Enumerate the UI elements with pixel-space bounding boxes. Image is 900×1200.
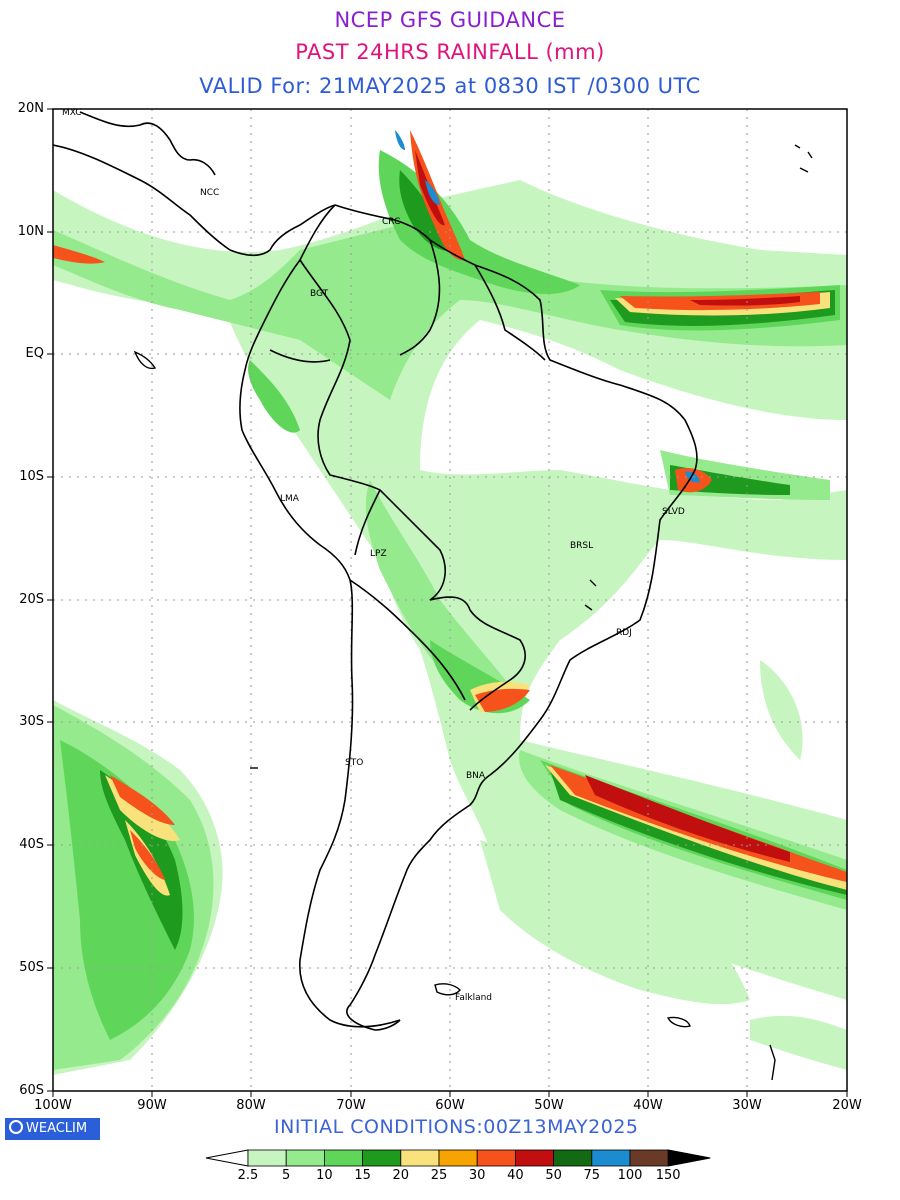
copyright-circle-icon [9, 1120, 23, 1134]
legend-label: 10 [316, 1168, 333, 1183]
lat-label-20n: 20N [17, 101, 44, 116]
legend-cell [553, 1149, 593, 1167]
legend-cell [438, 1149, 478, 1167]
city-label: BNA [466, 771, 486, 781]
coastlines [53, 111, 698, 1031]
legend-cell [476, 1149, 516, 1167]
lat-label-40s: 40S [19, 837, 44, 852]
city-label: RDJ [616, 628, 632, 638]
lat-label-50s: 50S [19, 960, 44, 975]
lon-label-70w: 70W [336, 1098, 366, 1113]
legend-colorbar [205, 1149, 711, 1167]
legend-label: 40 [507, 1168, 524, 1183]
lon-label-100w: 100W [34, 1098, 72, 1113]
lon-label-20w: 20W [832, 1098, 862, 1113]
legend-cell [285, 1149, 325, 1167]
legend-cell [205, 1149, 249, 1167]
city-label: CRC [382, 217, 401, 227]
legend-cell [400, 1149, 440, 1167]
legend-cell [629, 1149, 669, 1167]
city-label: LPZ [370, 549, 387, 559]
city-label: BRSL [570, 541, 594, 551]
legend-cell [323, 1149, 363, 1167]
legend-label: 20 [392, 1168, 410, 1183]
legend-cell [247, 1149, 287, 1167]
lat-label-eq: EQ [25, 346, 44, 361]
legend-cell [362, 1149, 402, 1167]
title-line-2: PAST 24HRS RAINFALL (mm) [295, 40, 605, 64]
city-label: LMA [280, 494, 299, 504]
lat-label-20s: 20S [19, 592, 44, 607]
lat-label-10s: 10S [19, 469, 44, 484]
legend-label: 2.5 [237, 1168, 259, 1183]
brand-label: WEACLIM [26, 1121, 88, 1136]
lat-label-30s: 30S [19, 714, 44, 729]
legend-label: 15 [354, 1168, 371, 1183]
lon-label-60w: 60W [435, 1098, 465, 1113]
legend-label: 75 [583, 1168, 601, 1183]
title-line-3: VALID For: 21MAY2025 at 0830 IST /0300 U… [199, 74, 701, 98]
lon-label-30w: 30W [732, 1098, 762, 1113]
lon-label-80w: 80W [236, 1098, 266, 1113]
city-label: NCC [200, 188, 220, 198]
legend-label: 50 [545, 1168, 562, 1183]
legend-label: 150 [655, 1168, 681, 1183]
lon-label-90w: 90W [137, 1098, 167, 1113]
city-label: BGT [310, 289, 329, 299]
legend-label: 5 [282, 1168, 291, 1183]
legend-label: 30 [468, 1168, 486, 1183]
city-label: MXC [62, 108, 82, 118]
lon-label-40w: 40W [633, 1098, 663, 1113]
city-label: STO [345, 758, 364, 768]
legend-cell [515, 1149, 555, 1167]
city-label: Falkland [455, 993, 493, 1003]
city-label: SLVD [662, 507, 685, 517]
title-line-1: NCEP GFS GUIDANCE [334, 8, 566, 32]
initial-conditions: INITIAL CONDITIONS:00Z13MAY2025 [274, 1116, 639, 1138]
islands [133, 144, 813, 1081]
legend-cell [667, 1149, 711, 1167]
weaclim-logo: WEACLIM [5, 1118, 100, 1140]
lon-label-50w: 50W [534, 1098, 564, 1113]
legend-label: 100 [617, 1168, 643, 1183]
lat-label-10n: 10N [17, 224, 44, 239]
legend-label: 25 [430, 1168, 448, 1183]
legend-cell [591, 1149, 631, 1167]
lat-label-60s: 60S [19, 1083, 44, 1098]
